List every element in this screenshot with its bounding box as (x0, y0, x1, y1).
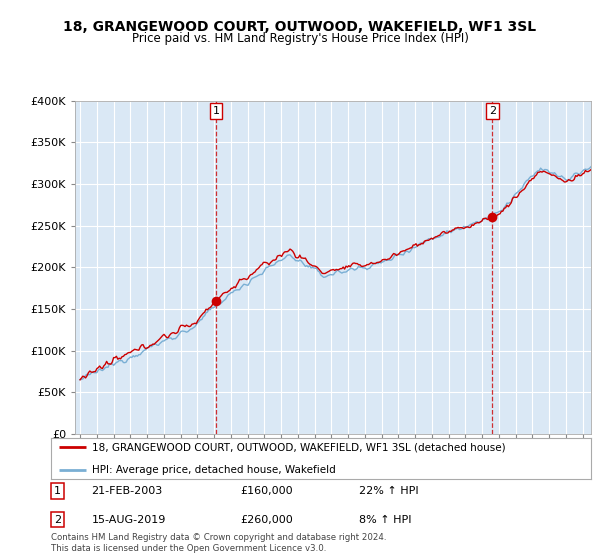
Text: £260,000: £260,000 (240, 515, 293, 525)
Text: 2: 2 (489, 106, 496, 116)
Text: £160,000: £160,000 (240, 486, 293, 496)
Text: Price paid vs. HM Land Registry's House Price Index (HPI): Price paid vs. HM Land Registry's House … (131, 32, 469, 45)
Text: 22% ↑ HPI: 22% ↑ HPI (359, 486, 418, 496)
Text: 2: 2 (54, 515, 61, 525)
Text: 21-FEB-2003: 21-FEB-2003 (91, 486, 163, 496)
Text: 18, GRANGEWOOD COURT, OUTWOOD, WAKEFIELD, WF1 3SL: 18, GRANGEWOOD COURT, OUTWOOD, WAKEFIELD… (64, 20, 536, 34)
Text: HPI: Average price, detached house, Wakefield: HPI: Average price, detached house, Wake… (91, 465, 335, 475)
Text: Contains HM Land Registry data © Crown copyright and database right 2024.
This d: Contains HM Land Registry data © Crown c… (51, 533, 386, 553)
Text: 15-AUG-2019: 15-AUG-2019 (91, 515, 166, 525)
Text: 1: 1 (54, 486, 61, 496)
Text: 1: 1 (212, 106, 220, 116)
Text: 18, GRANGEWOOD COURT, OUTWOOD, WAKEFIELD, WF1 3SL (detached house): 18, GRANGEWOOD COURT, OUTWOOD, WAKEFIELD… (91, 442, 505, 452)
Text: 8% ↑ HPI: 8% ↑ HPI (359, 515, 412, 525)
